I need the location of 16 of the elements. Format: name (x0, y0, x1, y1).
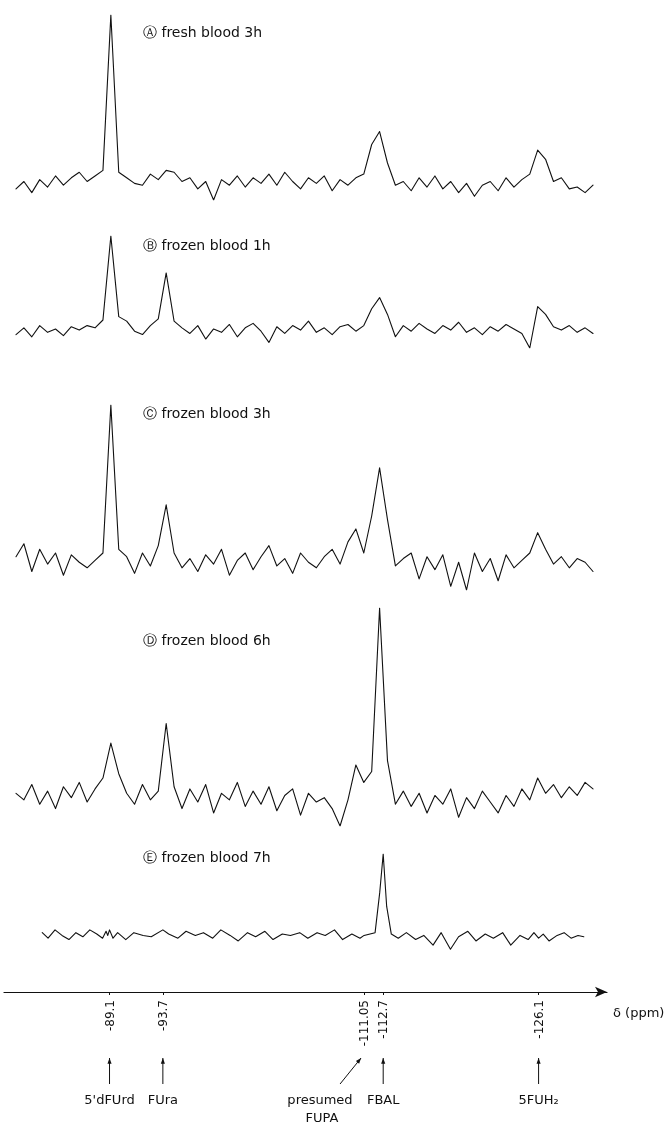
text: Ⓐ fresh blood 3h (143, 24, 263, 40)
x-tick-label: -111.05 (357, 1000, 372, 1047)
x-tick-label: -126.1 (531, 1000, 546, 1039)
chart-title: Ⓒ frozen blood 3h (143, 405, 271, 421)
text: 5FUH₂ (518, 1091, 559, 1107)
x-axis-title: δ (ppm) (613, 1005, 665, 1020)
text: 5'dFUrd (84, 1091, 135, 1107)
text: Ⓓ frozen blood 6h (143, 632, 271, 648)
x-tick-label: -93.7 (155, 1000, 170, 1032)
text: presumed FUPA (287, 1091, 357, 1125)
x-tick-label: -89.1 (102, 1000, 117, 1032)
text: FBAL (366, 1091, 401, 1107)
chart-title: Ⓔ frozen blood 7h (143, 849, 271, 865)
x-tick-label: -112.7 (376, 1000, 391, 1039)
chart-title: Ⓑ frozen blood 1h (143, 237, 271, 253)
text: FUra (147, 1091, 179, 1107)
